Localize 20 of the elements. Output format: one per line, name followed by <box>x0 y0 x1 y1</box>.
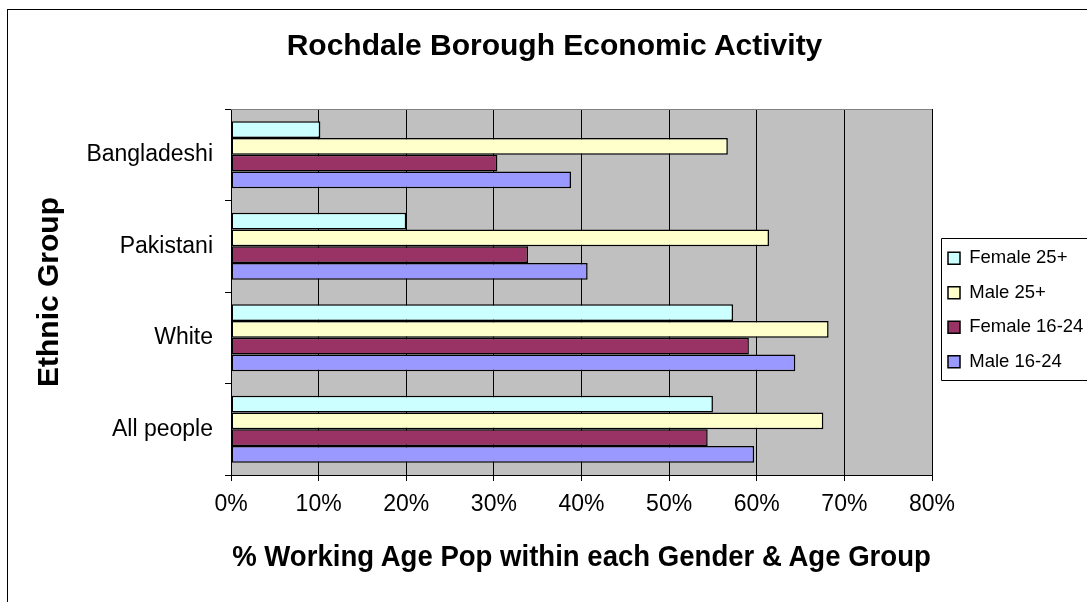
y-axis-title: Ethnic Group <box>31 197 65 387</box>
y-tick-label: Bangladeshi <box>86 140 213 167</box>
x-tick-label: 40% <box>558 490 605 517</box>
y-tick-label: All people <box>111 414 213 441</box>
legend-label: Female 16-24 <box>969 315 1084 337</box>
x-tick-label: 50% <box>646 490 693 517</box>
x-tick-label: 30% <box>470 490 517 517</box>
x-tick-label: 60% <box>733 490 780 517</box>
x-tick-label: 20% <box>383 490 430 517</box>
chart-title: Rochdale Borough Economic Activity <box>286 28 823 62</box>
legend-label: Female 25+ <box>969 246 1068 268</box>
legend-label: Male 16-24 <box>969 349 1062 371</box>
x-tick-label: 10% <box>295 490 342 517</box>
x-tick-label: 0% <box>214 490 248 517</box>
x-axis-title: % Working Age Pop within each Gender & Age Group <box>232 539 931 573</box>
legend-label: Male 25+ <box>969 280 1046 302</box>
y-tick-label: Pakistani <box>119 231 213 258</box>
y-tick-label: White <box>154 323 213 350</box>
x-tick-label: 80% <box>908 490 956 517</box>
x-tick-label: 70% <box>821 490 868 517</box>
